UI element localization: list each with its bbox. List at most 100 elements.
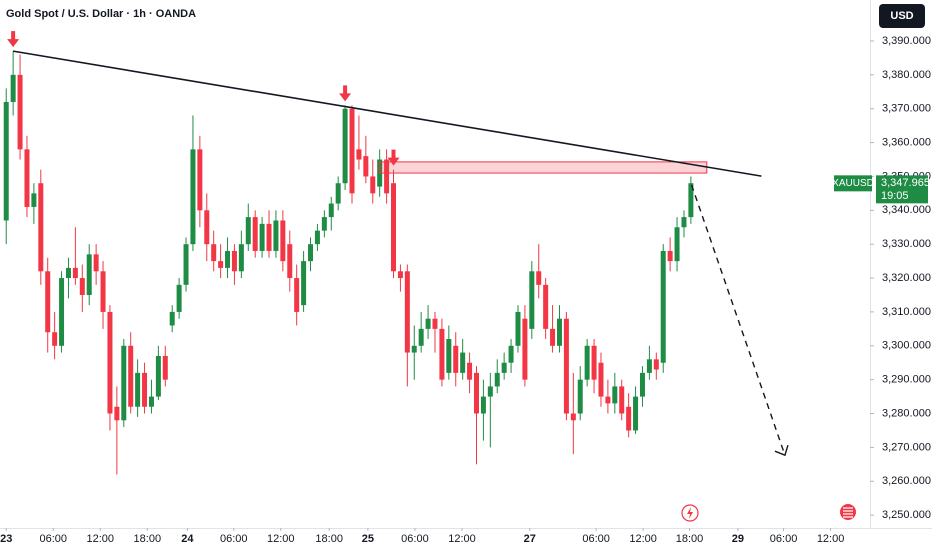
y-tick-label: 3,300.000: [882, 340, 931, 352]
currency-label[interactable]: USD: [890, 10, 913, 22]
y-tick-label: 3,360.000: [882, 136, 931, 148]
sell-marker: [387, 149, 400, 166]
candle-body: [190, 149, 196, 245]
candle-body: [280, 220, 286, 262]
x-tick-label: 06:00: [582, 533, 610, 545]
last-price-box: [876, 175, 928, 204]
x-tick-label: 06:00: [39, 533, 67, 545]
candle-body: [59, 278, 65, 346]
y-tick-label: 3,390.000: [882, 35, 931, 47]
candle-body: [342, 108, 348, 184]
candle-body: [183, 244, 189, 285]
candle-body: [660, 250, 666, 363]
candle-body: [79, 278, 85, 295]
candle-body: [487, 386, 493, 397]
sell-marker: [339, 85, 352, 102]
candle-body: [681, 217, 687, 228]
candle-body: [522, 318, 528, 380]
candle-body: [3, 101, 9, 221]
candle-body: [52, 332, 58, 346]
candle-body: [252, 217, 258, 251]
candle-body: [308, 244, 314, 262]
projection-line: [690, 184, 786, 456]
candle-body: [287, 244, 293, 279]
candle-body: [570, 413, 576, 421]
x-tick-label: 06:00: [220, 533, 248, 545]
candle-body: [584, 345, 590, 380]
x-tick-label: 27: [524, 533, 536, 545]
candle-body: [411, 345, 417, 353]
x-tick-label: 06:00: [401, 533, 429, 545]
candle-body: [536, 271, 542, 285]
x-tick-label: 29: [732, 533, 744, 545]
last-price-symbol: XAUUSD: [832, 178, 874, 189]
candle-body: [142, 372, 148, 407]
candle-body: [335, 183, 341, 204]
candle-body: [563, 318, 569, 414]
candle-body: [93, 254, 99, 272]
candle-body: [494, 372, 500, 387]
candle-body: [169, 311, 175, 326]
candle-body: [425, 318, 431, 329]
candle-body: [543, 284, 549, 329]
candle-body: [121, 345, 127, 421]
candle-body: [107, 311, 113, 414]
y-tick-label: 3,290.000: [882, 374, 931, 386]
x-tick-label: 18:00: [134, 533, 162, 545]
candle-body: [508, 345, 514, 363]
candle-body: [667, 250, 673, 262]
y-tick-label: 3,310.000: [882, 306, 931, 318]
candle-body: [356, 149, 362, 160]
x-tick-label: 06:00: [770, 533, 798, 545]
candle-body: [688, 183, 694, 218]
candle-body: [349, 108, 355, 194]
x-tick-label: 23: [0, 533, 12, 545]
candle-body: [391, 183, 397, 272]
y-tick-label: 3,330.000: [882, 238, 931, 250]
candle-body: [259, 223, 265, 251]
candle-body: [363, 156, 369, 177]
candle-body: [65, 267, 71, 279]
candle-body: [211, 244, 217, 262]
x-tick-label: 24: [181, 533, 194, 545]
candle-body: [218, 261, 224, 268]
candle-body: [266, 223, 272, 251]
resistance-zone: [379, 161, 708, 174]
candle-body: [460, 352, 466, 373]
candle-body: [577, 379, 583, 414]
candle-body: [418, 328, 424, 346]
candle-body: [612, 386, 618, 404]
candle-body: [626, 406, 632, 431]
candle-body: [135, 372, 141, 407]
chart-title: Gold Spot / U.S. Dollar · 1h · OANDA: [6, 8, 196, 20]
candle-body: [605, 396, 611, 404]
candle-body: [38, 183, 44, 272]
candle-body: [31, 193, 37, 207]
x-tick-label: 12:00: [267, 533, 295, 545]
candle-body: [10, 74, 16, 102]
candle-body: [480, 396, 486, 414]
last-price-label: 3,347.965: [881, 177, 930, 189]
y-tick-label: 3,250.000: [882, 509, 931, 521]
x-tick-label: 12:00: [448, 533, 476, 545]
last-price-tag: [834, 175, 872, 192]
candle-body: [162, 355, 168, 380]
candle-body: [328, 203, 334, 218]
y-tick-label: 3,320.000: [882, 272, 931, 284]
y-tick-label: 3,260.000: [882, 475, 931, 487]
candle-body: [72, 267, 78, 279]
currency-button[interactable]: [879, 4, 925, 28]
candle-body: [550, 328, 556, 346]
candle-body: [432, 318, 438, 329]
candle-body: [301, 261, 307, 306]
candle-body: [529, 271, 535, 329]
flag-icon[interactable]: [840, 504, 856, 520]
candle-body: [17, 74, 23, 150]
candle-body: [128, 345, 134, 407]
y-tick-label: 3,380.000: [882, 69, 931, 81]
candle-body: [384, 159, 390, 194]
alert-icon[interactable]: [681, 504, 699, 522]
candle-body: [674, 227, 680, 262]
